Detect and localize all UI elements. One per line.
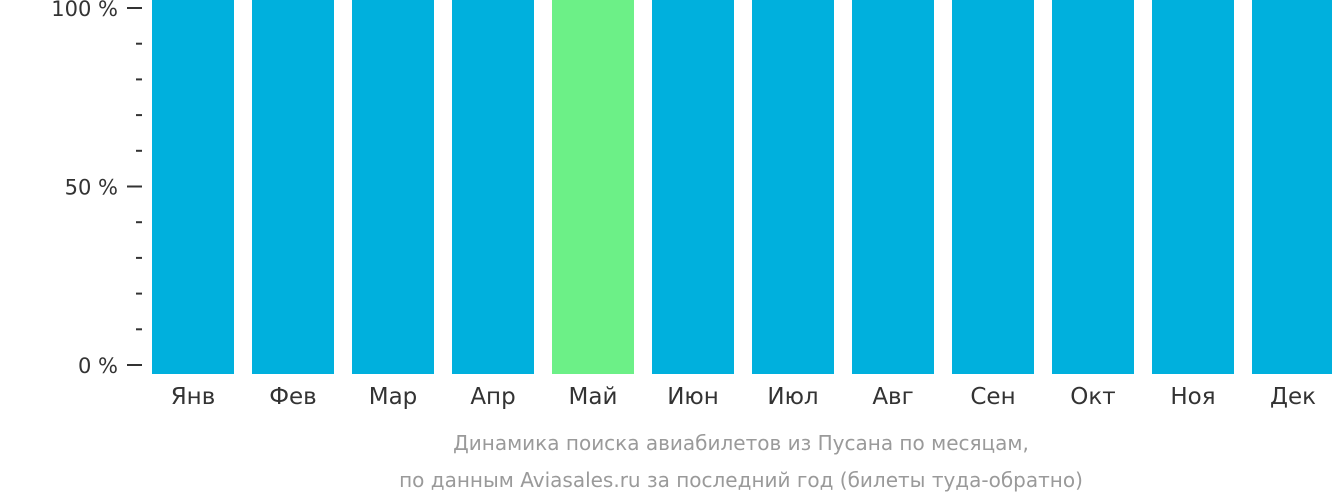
bar-9 xyxy=(1052,0,1134,374)
y-axis: 0 % 50 % 100 % xyxy=(51,0,142,378)
x-tick-label-1: Фев xyxy=(269,384,317,410)
x-axis: Янв Фев Мар Апр Май Июн Июл Авг Сен Окт Ноя Дек xyxy=(171,384,1316,410)
bars xyxy=(152,0,1332,374)
bar-2 xyxy=(352,0,434,374)
caption-line-1: Динамика поиска авиабилетов из Пусана по… xyxy=(453,431,1029,455)
y-tick-label-1: 50 % xyxy=(65,176,118,200)
bar-1 xyxy=(252,0,334,374)
bar-6 xyxy=(752,0,834,374)
bar-8 xyxy=(952,0,1034,374)
x-tick-label-11: Дек xyxy=(1270,384,1316,410)
x-tick-label-10: Ноя xyxy=(1170,384,1215,410)
y-tick-label-0: 0 % xyxy=(78,354,118,378)
bar-4 xyxy=(552,0,634,374)
bar-7 xyxy=(852,0,934,374)
x-tick-label-9: Окт xyxy=(1070,384,1115,410)
y-tick-label-2: 100 % xyxy=(51,0,118,21)
bar-3 xyxy=(452,0,534,374)
bar-10 xyxy=(1152,0,1234,374)
caption-line-2: по данным Aviasales.ru за последний год … xyxy=(399,468,1083,492)
bar-0 xyxy=(152,0,234,374)
x-tick-label-2: Мар xyxy=(369,384,418,410)
x-tick-label-4: Май xyxy=(569,384,618,410)
bar-5 xyxy=(652,0,734,374)
x-tick-label-6: Июл xyxy=(767,384,818,410)
x-tick-label-7: Авг xyxy=(872,384,913,410)
x-tick-label-5: Июн xyxy=(667,384,719,410)
bar-11 xyxy=(1252,0,1332,374)
x-tick-label-3: Апр xyxy=(470,384,515,410)
x-tick-label-8: Сен xyxy=(970,384,1015,410)
x-tick-label-0: Янв xyxy=(171,384,216,410)
